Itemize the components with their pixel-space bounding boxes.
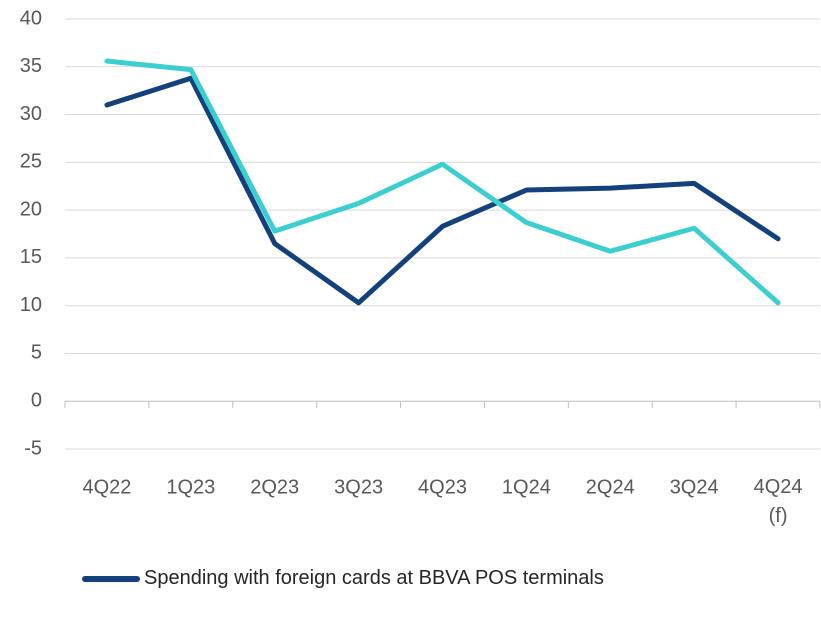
y-tick-label: 25 bbox=[20, 151, 42, 173]
x-tick-label: 2Q23 bbox=[250, 476, 299, 498]
series-line bbox=[104, 58, 781, 306]
legend-swatch bbox=[82, 576, 140, 582]
y-tick-label: 5 bbox=[31, 342, 42, 364]
y-tick-label: 15 bbox=[20, 246, 42, 268]
x-tick-label: 3Q24 bbox=[670, 476, 719, 498]
y-tick-label: 40 bbox=[20, 7, 42, 29]
legend: Spending with foreign cards at BBVA POS … bbox=[82, 564, 682, 593]
y-tick-label: 10 bbox=[20, 294, 42, 316]
x-tick-label: 4Q23 bbox=[418, 476, 467, 498]
x-tick-label: 1Q23 bbox=[166, 476, 215, 498]
y-tick-label: 35 bbox=[20, 55, 42, 77]
legend-label: Spending with foreign cards at BBVA POS … bbox=[144, 567, 604, 589]
y-tick-label: 20 bbox=[20, 198, 42, 220]
x-tick-label: 4Q24 (f) bbox=[754, 476, 803, 527]
x-tick-label: 4Q22 bbox=[82, 476, 131, 498]
y-tick-label: 0 bbox=[31, 390, 42, 412]
x-tick-label: 1Q24 bbox=[502, 476, 551, 498]
y-tick-label: 30 bbox=[20, 103, 42, 125]
x-tick-label: 2Q24 bbox=[586, 476, 635, 498]
y-tick-label: -5 bbox=[24, 437, 42, 459]
x-tick-label: 3Q23 bbox=[334, 476, 383, 498]
series-line bbox=[104, 75, 781, 306]
